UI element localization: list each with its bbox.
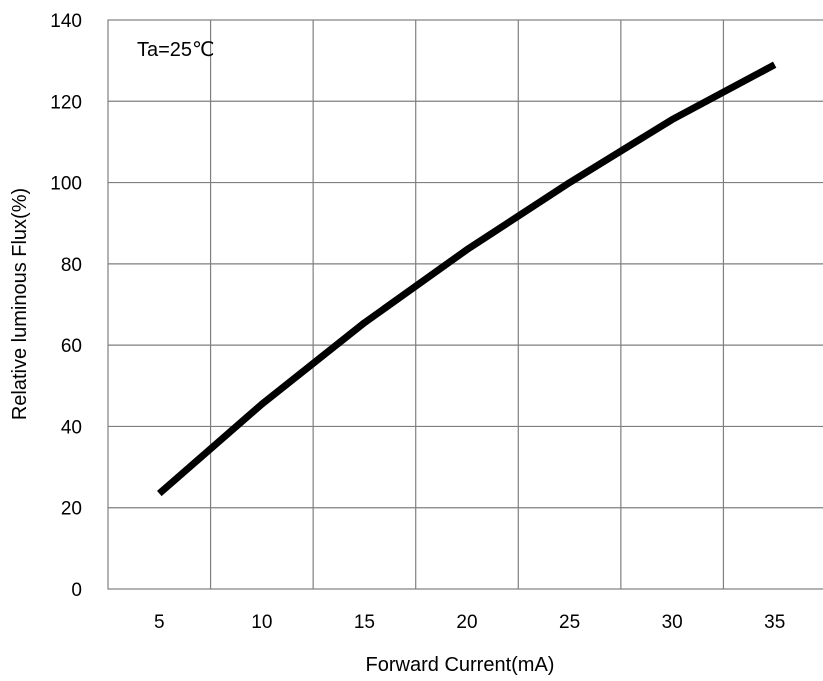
x-tick-label: 15: [354, 612, 375, 633]
x-tick-label: 35: [764, 612, 785, 633]
y-tick-label: 80: [61, 255, 82, 276]
vertical-gridlines: [209, 20, 725, 589]
x-tick-label: 30: [662, 612, 683, 633]
y-tick-label: 140: [50, 11, 82, 32]
y-tick-label: 20: [61, 499, 82, 520]
y-axis-tick-labels: 0 20 40 60 80 100 120 140: [50, 11, 82, 601]
x-tick-label: 25: [559, 612, 580, 633]
x-axis-tick-labels: 5 10 15 20 25 30 35: [154, 612, 785, 633]
x-tick-label: 5: [154, 612, 165, 633]
y-tick-label: 60: [61, 336, 82, 357]
x-axis-label: Forward Current(mA): [366, 654, 555, 676]
y-axis-label: Relative luminous Flux(%): [9, 188, 31, 420]
y-tick-label: 40: [61, 417, 82, 438]
series-line: [157, 61, 777, 497]
temperature-annotation: Ta=25℃: [137, 39, 215, 61]
y-tick-label: 0: [71, 580, 82, 601]
x-tick-label: 20: [456, 612, 477, 633]
y-tick-label: 120: [50, 92, 82, 113]
plot-area-frame: [107, 19, 823, 590]
y-tick-label: 100: [50, 174, 82, 195]
x-tick-label: 10: [251, 612, 272, 633]
